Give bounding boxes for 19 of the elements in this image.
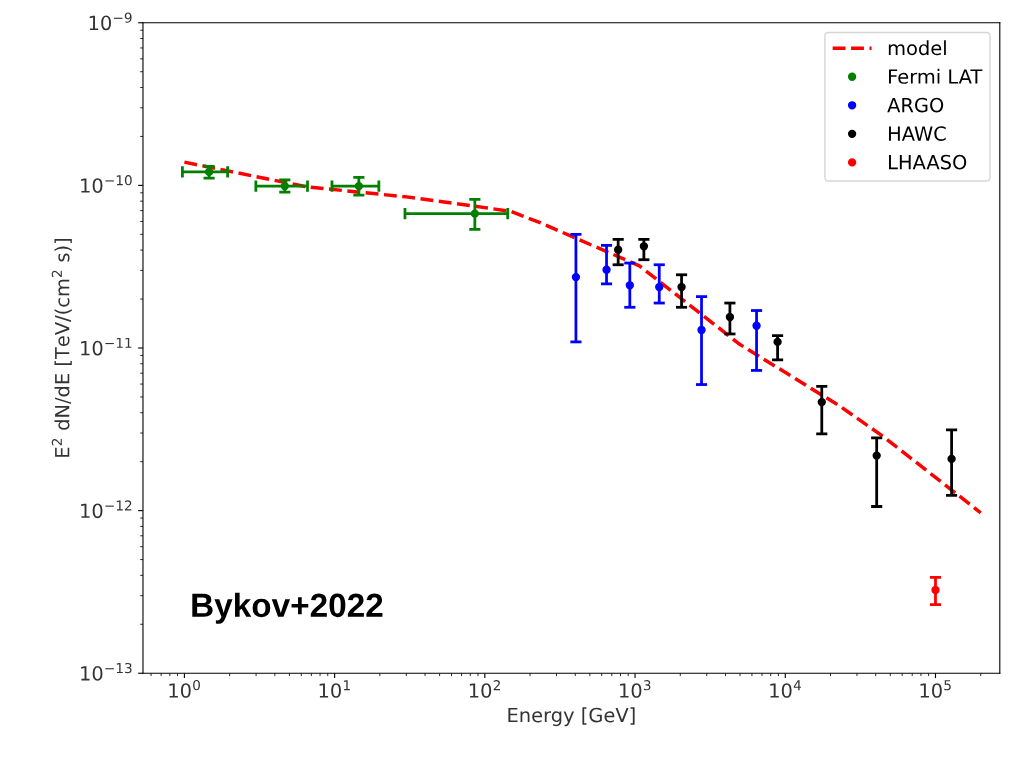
x-tick-label: 10$^{1}$ [319,680,350,698]
annotation: Bykov+2022 [192,592,383,624]
x-tick-label: 10$^{0}$ [169,680,200,698]
y-axis-title: E$^{2}$ dN/dE [TeV/(cm$^{2}$ s)] [51,238,72,457]
x-tick-label: 10$^{3}$ [620,680,651,698]
x-tick-label: 10$^{5}$ [920,680,951,698]
y-tick-label: 10$^{−12}$ [81,500,132,519]
legend-label: model [888,40,946,56]
x-axis-title: Energy [GeV] [508,707,635,727]
legend-label: LHAASO [889,154,967,170]
legend-label: HAWC [889,126,946,141]
y-tick-label: 10$^{−11}$ [81,337,132,356]
y-tick-label: 10$^{−9}$ [89,12,132,31]
legend-label: ARGO [887,97,944,113]
legend-label: Fermi LAT [889,68,983,84]
x-tick-label: 10$^{4}$ [770,680,801,698]
y-tick-label: 10$^{−10}$ [81,175,132,193]
x-tick-label: 10$^{2}$ [469,680,500,698]
y-tick-label: 10$^{−13}$ [81,662,132,681]
